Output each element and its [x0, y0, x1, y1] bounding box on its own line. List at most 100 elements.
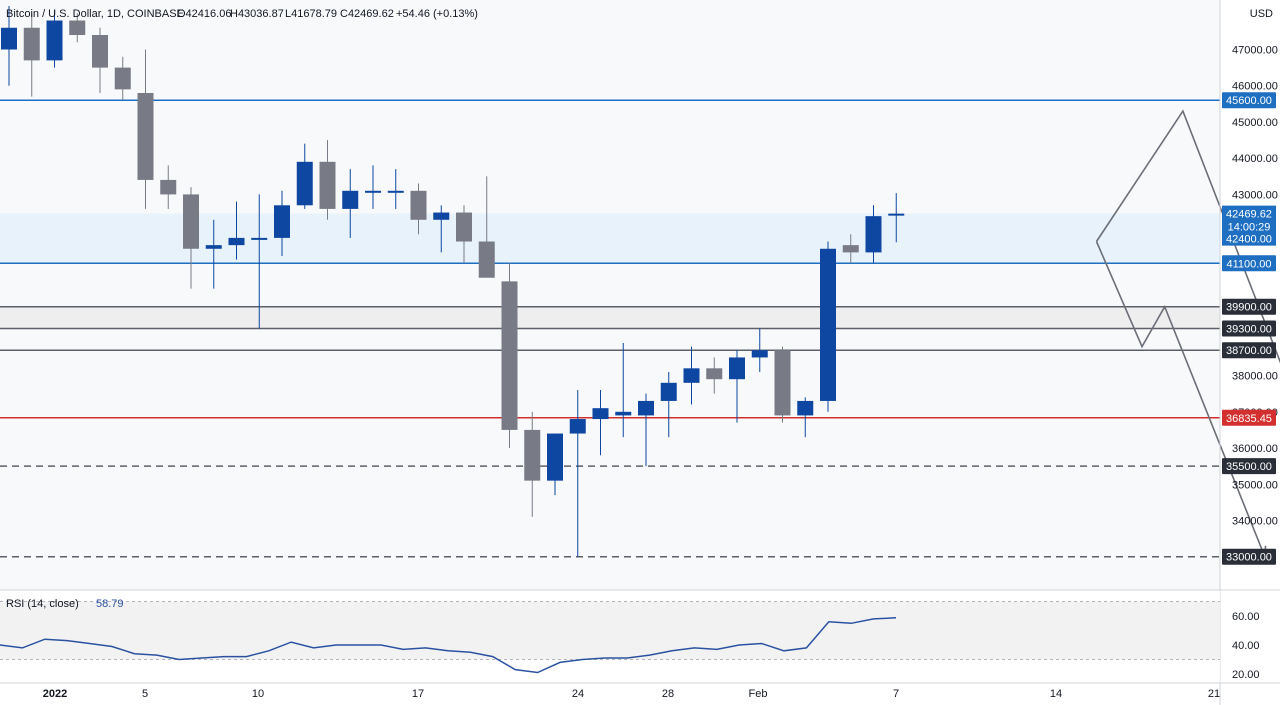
zone-price-text: 42400.00	[1226, 234, 1272, 246]
price-badge-35500.00[interactable]: 35500.00	[1222, 458, 1276, 475]
current-price-text: 42469.62	[1226, 209, 1272, 221]
horizontal-levels	[0, 99, 1220, 558]
candle-body	[524, 429, 541, 481]
candle-9[interactable]	[205, 219, 222, 289]
badge-bg	[1222, 92, 1276, 109]
candle-13[interactable]	[296, 143, 313, 209]
candle-34[interactable]	[774, 346, 791, 423]
candle-12[interactable]	[274, 190, 290, 257]
candle-31[interactable]	[706, 357, 723, 394]
candle-2[interactable]	[46, 9, 63, 68]
candle-20[interactable]	[456, 205, 472, 264]
candle-body	[205, 245, 222, 249]
resistance-zone	[0, 213, 1220, 264]
ohlc-high: H43036.87	[230, 8, 284, 20]
candle-30[interactable]	[683, 346, 700, 405]
rsi-label: RSI (14, close)	[6, 598, 79, 610]
price-badge-36835.45[interactable]: 36835.45	[1222, 409, 1276, 426]
candle-10[interactable]	[228, 201, 245, 260]
candle-0[interactable]	[1, 6, 17, 86]
candle-body	[296, 161, 313, 206]
candles[interactable]	[1, 6, 905, 557]
price-tick-label: 43000.00	[1232, 189, 1278, 201]
ohlc-change: +54.46 (+0.13%)	[396, 8, 478, 20]
time-tick-label: 2022	[43, 688, 67, 700]
candle-38[interactable]	[865, 205, 882, 264]
candle-17[interactable]	[387, 169, 404, 209]
candle-32[interactable]	[729, 350, 745, 423]
badge-text: 36835.45	[1226, 413, 1272, 425]
candle-27[interactable]	[615, 342, 632, 438]
candle-body	[615, 411, 632, 416]
symbol-title: Bitcoin / U.S. Dollar, 1D, COINBASE	[6, 8, 184, 20]
candle-36[interactable]	[820, 241, 836, 412]
time-tick-label: Feb	[749, 688, 768, 700]
projection-path-1	[1095, 241, 1266, 557]
candle-body	[797, 400, 814, 416]
candle-body	[342, 190, 359, 209]
badge-text: 38700.00	[1226, 345, 1272, 357]
candle-body	[569, 419, 586, 434]
price-badge-39300.00[interactable]: 39300.00	[1222, 320, 1276, 337]
rsi-axis: 60.00 40.00 20.00	[1232, 611, 1260, 681]
candle-11[interactable]	[251, 194, 268, 329]
candle-39[interactable]	[888, 193, 905, 243]
rsi-pane	[0, 601, 1220, 674]
badge-bg	[1222, 409, 1276, 426]
candle-28[interactable]	[638, 393, 654, 467]
currency-label: USD	[1250, 8, 1273, 20]
badge-bg	[1222, 548, 1276, 565]
candle-6[interactable]	[137, 49, 154, 209]
price-axis[interactable]: 47000.00 46000.00 45000.00 44000.00 43000.00…	[1222, 45, 1278, 565]
candle-body	[114, 67, 131, 90]
candle-21[interactable]	[478, 176, 495, 278]
candle-body	[865, 216, 882, 253]
candle-5[interactable]	[114, 56, 131, 101]
price-badge-33000.00[interactable]: 33000.00	[1222, 548, 1276, 565]
candle-22[interactable]	[501, 263, 518, 449]
candle-body	[456, 212, 472, 242]
candle-37[interactable]	[842, 234, 859, 264]
projection-path-0	[1095, 109, 1280, 364]
rsi-line	[0, 617, 897, 674]
candle-body	[820, 248, 836, 401]
price-badge-38700.00[interactable]: 38700.00	[1222, 342, 1276, 359]
price-badge-39900.00[interactable]: 39900.00	[1222, 298, 1276, 315]
candle-18[interactable]	[410, 183, 427, 235]
badge-text: 45600.00	[1226, 95, 1272, 107]
candle-body	[433, 212, 450, 220]
price-badge-41100.00[interactable]: 41100.00	[1222, 255, 1276, 272]
candle-body	[319, 161, 336, 209]
price-tick-label: 34000.00	[1232, 515, 1278, 527]
candle-body	[92, 35, 108, 68]
candle-35[interactable]	[797, 397, 814, 438]
candle-24[interactable]	[547, 433, 563, 496]
candle-19[interactable]	[433, 205, 450, 253]
price-badge-45600.00[interactable]: 45600.00	[1222, 92, 1276, 109]
candle-8[interactable]	[183, 187, 199, 289]
badge-text: 41100.00	[1226, 258, 1271, 270]
badge-bg	[1222, 458, 1276, 475]
time-axis: 2022 5 10 17 24 28 Feb 7 14 21	[43, 688, 1220, 700]
candle-body	[638, 400, 654, 416]
price-tick-label: 35000.00	[1232, 479, 1278, 491]
candle-body	[592, 408, 609, 420]
candle-15[interactable]	[342, 169, 359, 238]
candle-body	[751, 350, 768, 358]
ohlc-close: C42469.62	[340, 8, 394, 20]
candle-7[interactable]	[160, 165, 177, 209]
candle-1[interactable]	[23, 13, 40, 97]
candle-33[interactable]	[751, 328, 768, 372]
candle-26[interactable]	[592, 390, 609, 456]
candle-14[interactable]	[319, 140, 336, 220]
candle-3[interactable]	[69, 13, 86, 43]
candle-body	[46, 20, 63, 61]
candle-25[interactable]	[569, 390, 586, 557]
candle-body	[888, 213, 905, 216]
candle-23[interactable]	[524, 411, 541, 517]
candle-4[interactable]	[92, 27, 108, 93]
candle-29[interactable]	[660, 371, 677, 438]
candle-16[interactable]	[365, 165, 381, 209]
